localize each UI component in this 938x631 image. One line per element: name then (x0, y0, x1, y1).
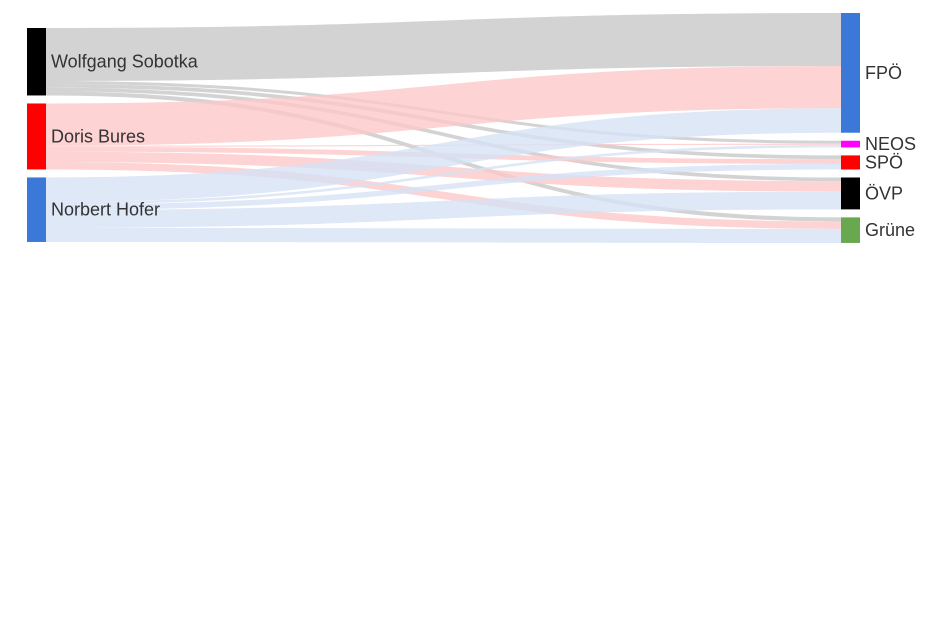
link-bures-grune[interactable] (46, 162, 841, 229)
node-fpo[interactable] (841, 13, 860, 133)
nodes-layer (27, 13, 860, 243)
label-bures: Doris Bures (51, 126, 145, 146)
label-sobotka: Wolfgang Sobotka (51, 52, 199, 72)
link-sobotka-ovp[interactable] (46, 87, 841, 182)
labels-layer: Wolfgang Sobotka Doris Bures Norbert Hofer… (51, 52, 916, 240)
link-hofer-grune[interactable] (46, 227, 841, 243)
node-ovp[interactable] (841, 177, 860, 210)
link-hofer-spo[interactable] (46, 163, 841, 211)
node-neos[interactable] (841, 140, 860, 148)
node-grune[interactable] (841, 217, 860, 243)
link-hofer-fpo[interactable] (46, 108, 841, 202)
links-layer (46, 13, 841, 243)
label-grune: Grüne (865, 220, 915, 240)
link-sobotka-fpo[interactable] (46, 13, 841, 82)
label-hofer: Norbert Hofer (51, 200, 160, 220)
label-fpo: FPÖ (865, 63, 902, 83)
node-bures[interactable] (27, 103, 46, 170)
link-bures-ovp[interactable] (46, 151, 841, 192)
node-sobotka[interactable] (27, 28, 46, 96)
label-spo: SPÖ (865, 152, 903, 172)
link-bures-fpo[interactable] (46, 66, 841, 146)
node-hofer[interactable] (27, 177, 46, 242)
label-ovp: ÖVP (865, 183, 903, 203)
link-hofer-ovp[interactable] (46, 191, 841, 228)
label-neos: NEOS (865, 134, 916, 154)
link-hofer-neos[interactable] (46, 144, 841, 205)
node-spo[interactable] (841, 155, 860, 170)
